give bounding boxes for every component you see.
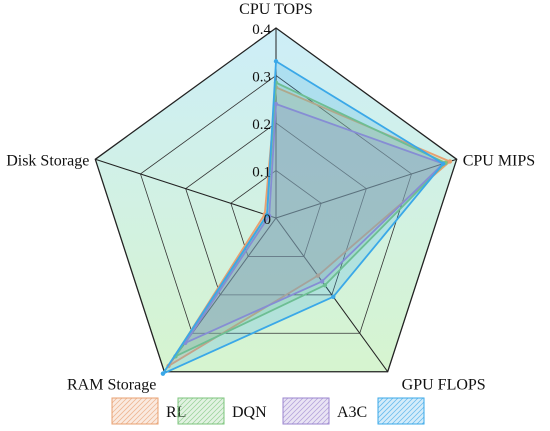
legend-hatch (416, 416, 425, 425)
legend-hatch (115, 397, 143, 425)
legend-hatch (186, 397, 214, 425)
axis-spoke (275, 158, 457, 219)
grid-ring (140, 75, 412, 334)
axis-label: CPU MIPS (463, 152, 535, 169)
legend-hatch (177, 397, 204, 424)
data-point (273, 59, 279, 64)
data-point (322, 283, 328, 288)
legend-hatch (181, 397, 209, 425)
legend-hatch (191, 397, 219, 425)
legend-hatch (111, 397, 118, 404)
data-point (447, 159, 453, 164)
data-point (264, 212, 270, 218)
legend-hatch (421, 421, 425, 425)
legend-hatch (111, 397, 123, 409)
legend-hatch (381, 397, 409, 425)
tick-label: 0.1 (252, 165, 271, 181)
legend-hatch (377, 397, 394, 414)
tick-label: 0 (264, 212, 272, 228)
legend-hatch (377, 397, 404, 424)
legend-hatch (177, 397, 189, 409)
series-area-a3c (184, 103, 445, 344)
legend-hatch (282, 397, 309, 424)
legend-hatch (111, 397, 133, 419)
legend-hatch (196, 397, 224, 425)
legend-hatch (321, 416, 330, 425)
legend-hatch (135, 401, 159, 425)
legend-hatch (401, 401, 425, 425)
legend-hatch (130, 397, 158, 425)
legend-hatch (177, 397, 194, 414)
legend-hatch (111, 397, 128, 414)
legend-hatch (282, 397, 289, 404)
legend-hatch (316, 411, 330, 425)
legend-hatch (396, 397, 424, 425)
axis-label: CPU TOPS (239, 1, 313, 18)
legend-label: A3C (337, 404, 367, 421)
legend-hatch (177, 397, 184, 404)
legend-hatch (145, 411, 159, 425)
legend-hatch (301, 397, 329, 425)
legend-hatch (211, 411, 225, 425)
data-point (440, 161, 446, 166)
legend-hatch (386, 397, 414, 425)
axis-spoke (275, 217, 389, 373)
legend-hatch (216, 416, 225, 425)
legend-hatch (120, 397, 148, 425)
legend-hatch (377, 397, 384, 404)
data-point (331, 294, 336, 299)
axis-labels: CPU TOPS CPU MIPS GPU FLOPS RAM Storage Disk… (6, 1, 535, 394)
axis-label: GPU FLOPS (402, 377, 486, 394)
legend-hatch (155, 421, 159, 425)
axis-label: Disk Storage (6, 152, 89, 169)
legend-label: RL (166, 404, 186, 421)
tick-label: 0.4 (252, 22, 271, 38)
legend-hatch (406, 406, 425, 425)
radar-grid (94, 27, 458, 373)
grid-ring (230, 170, 322, 257)
legend-hatch (150, 416, 159, 425)
legend-hatch (201, 401, 225, 425)
grid-ring (185, 122, 367, 296)
legend-hatch (221, 421, 225, 425)
legend-hatch (140, 406, 159, 425)
legend-hatch (306, 401, 330, 425)
legend-hatch (326, 421, 330, 425)
legend-hatch (377, 397, 389, 409)
legend-hatch (291, 397, 319, 425)
legend-hatch (111, 397, 138, 424)
legend-hatch (177, 397, 199, 419)
radial-ticks: 0 0.1 0.2 0.3 0.4 (252, 22, 271, 228)
series-area-series-4 (162, 60, 445, 375)
legend-hatch (125, 397, 153, 425)
radar-series (160, 59, 453, 376)
legend-hatch (206, 406, 225, 425)
legend-hatch (296, 397, 324, 425)
data-point (160, 371, 166, 376)
legend-hatch (286, 397, 314, 425)
legend-hatch (311, 406, 330, 425)
legend-hatch (377, 397, 399, 419)
axis-spoke (95, 158, 277, 219)
legend-hatch (282, 397, 294, 409)
data-point (273, 101, 279, 107)
legend-hatch (282, 397, 304, 419)
tick-label: 0.3 (252, 70, 271, 86)
legend-hatch (282, 397, 299, 414)
grid-ring (94, 27, 458, 373)
legend-hatch (391, 397, 419, 425)
tick-label: 0.2 (252, 117, 271, 133)
legend-label: DQN (232, 404, 267, 421)
legend: RL DQN A3C (111, 397, 425, 425)
axis-label: RAM Storage (67, 377, 156, 394)
data-point (315, 273, 321, 278)
data-point (319, 279, 325, 284)
legend-hatch (411, 411, 425, 425)
